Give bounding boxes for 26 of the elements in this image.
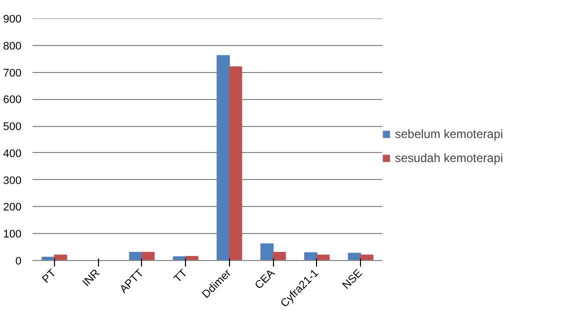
y-tick-label: 400 [3, 148, 22, 160]
y-tick-label: 100 [3, 228, 22, 241]
y-tick-label: 700 [3, 67, 22, 80]
y-tick-label: 600 [3, 94, 22, 106]
y-tick-label: 200 [3, 202, 22, 214]
bar [316, 254, 330, 260]
x-tick-label: CEA [252, 266, 278, 292]
legend-label: sesudah kemoterapi [395, 151, 504, 165]
y-tick-label: 300 [3, 174, 22, 187]
bar [228, 66, 242, 260]
bar [260, 243, 274, 260]
y-tick-label: 900 [3, 14, 22, 26]
y-tick-label: 800 [3, 40, 22, 52]
bar [216, 55, 230, 260]
legend-label: sebelum kemoterapi [395, 127, 504, 141]
bar [272, 252, 286, 260]
bar [348, 252, 362, 260]
bar [304, 252, 318, 260]
y-tick-label: 0 [15, 256, 22, 268]
x-tick-label: INR [80, 267, 102, 290]
bar [141, 252, 155, 260]
x-tick-label: TT [172, 267, 190, 286]
bar [54, 254, 68, 260]
bar [360, 254, 374, 260]
y-tick-label: 500 [3, 121, 22, 134]
x-tick-label: PT [40, 267, 59, 286]
